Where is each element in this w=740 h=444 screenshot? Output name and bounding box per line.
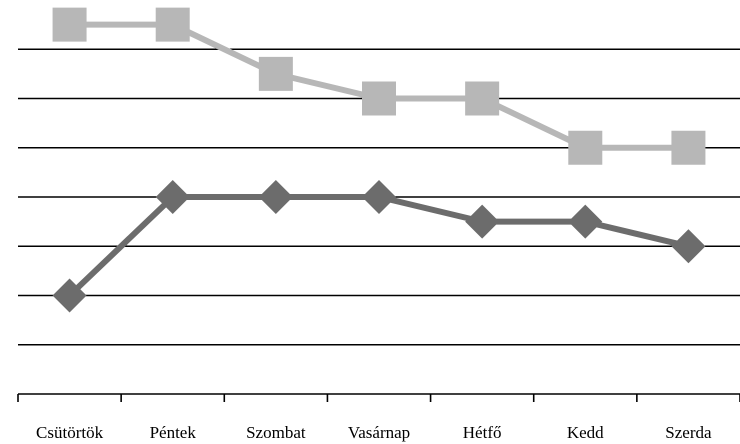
series-0 [52, 7, 706, 165]
data-point [671, 130, 706, 165]
x-tick-label: Szerda [665, 423, 712, 442]
x-axis [17, 393, 740, 402]
x-tick-label: Csütörtök [36, 423, 104, 442]
x-tick-labels: Csütörtök Péntek Szombat Vasárnap Hétfő Kedd S… [36, 423, 712, 442]
data-point [52, 278, 87, 313]
data-point [465, 81, 500, 116]
data-point [52, 7, 87, 42]
x-tick-label: Hétfő [463, 423, 502, 442]
data-point [258, 56, 293, 91]
data-point [568, 204, 603, 239]
x-tick-label: Péntek [150, 423, 197, 442]
data-point [155, 180, 190, 214]
data-point [258, 180, 293, 214]
data-point [671, 229, 706, 264]
series-lines [52, 7, 706, 313]
data-point [362, 180, 396, 214]
series-1 [52, 180, 706, 313]
data-point [568, 130, 603, 165]
x-tick-label: Kedd [567, 423, 604, 442]
data-point [465, 204, 500, 239]
x-tick-label: Vasárnap [348, 423, 410, 442]
data-point [155, 7, 190, 42]
x-tick-label: Szombat [246, 423, 306, 442]
data-point [362, 81, 396, 116]
